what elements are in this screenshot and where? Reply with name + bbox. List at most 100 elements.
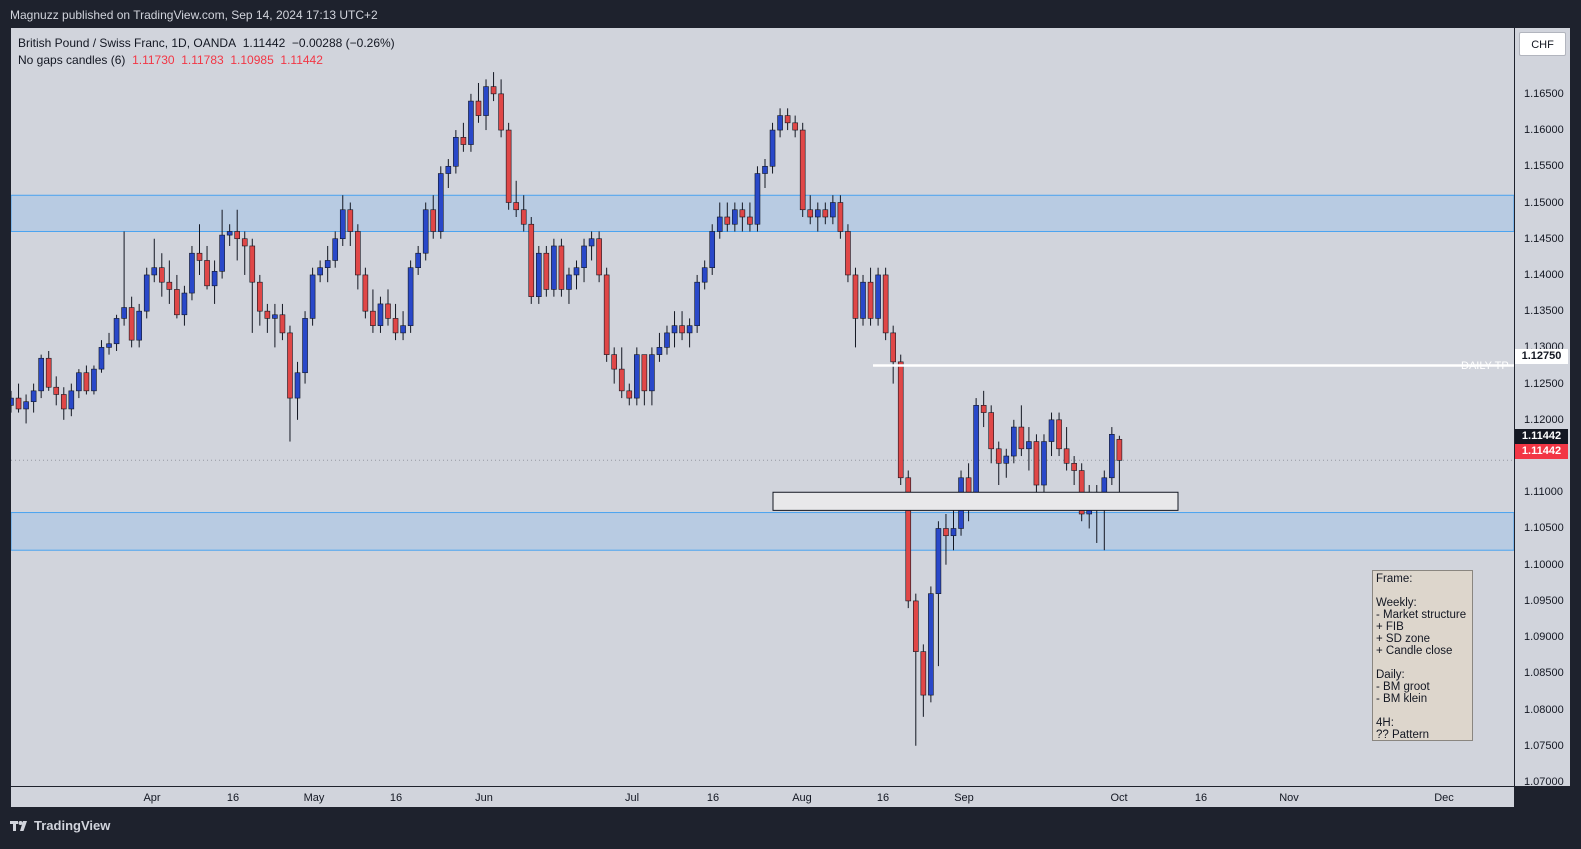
candle-body xyxy=(174,289,180,316)
candle-body xyxy=(1063,448,1070,464)
candle-body xyxy=(1071,462,1077,471)
candle-body xyxy=(762,165,768,174)
candle xyxy=(1048,412,1055,457)
candle-body xyxy=(437,173,444,232)
candle-body xyxy=(83,372,90,392)
candle-body xyxy=(814,209,821,218)
candle-body xyxy=(241,238,248,247)
candle xyxy=(822,202,829,225)
candle-body xyxy=(603,274,610,355)
candle-body xyxy=(475,100,482,116)
candle xyxy=(724,202,731,232)
candle xyxy=(437,166,444,239)
price-chart[interactable] xyxy=(11,28,1514,786)
candle-body xyxy=(686,325,693,334)
candle xyxy=(91,365,97,395)
indicator-legend[interactable]: No gaps candles (6) 1.11730 1.11783 1.10… xyxy=(18,52,395,69)
candle xyxy=(671,311,678,348)
candle xyxy=(1011,419,1017,464)
candle xyxy=(241,231,248,275)
candle-body xyxy=(453,137,459,167)
chart-plot-area[interactable] xyxy=(11,28,1514,786)
candle xyxy=(166,260,173,304)
price-tick-label: 1.15000 xyxy=(1524,196,1564,209)
candle-body xyxy=(807,209,814,218)
candle xyxy=(294,361,301,420)
candle-body xyxy=(302,318,308,374)
daily-tp-label: DAILY TP xyxy=(1461,360,1509,372)
axis-divider-horizontal xyxy=(11,786,1570,787)
candle xyxy=(204,245,210,290)
candle xyxy=(988,405,995,464)
candle-body xyxy=(543,252,550,290)
candle-body xyxy=(867,281,874,319)
candle-body xyxy=(739,209,746,218)
candle xyxy=(151,238,158,283)
candle xyxy=(377,296,384,333)
last-price-tag-secondary: 1.11442 xyxy=(1515,444,1568,459)
price-tick-label: 1.12000 xyxy=(1524,413,1564,426)
candle-body xyxy=(747,216,753,225)
candle xyxy=(422,202,429,261)
range-rectangle xyxy=(772,491,1179,511)
candle xyxy=(106,332,112,355)
candle-body xyxy=(60,394,67,410)
candle-body xyxy=(68,390,75,410)
candle-body xyxy=(181,292,188,316)
price-axis[interactable] xyxy=(1514,28,1570,786)
time-tick-label: 16 xyxy=(876,792,890,804)
axis-divider-vertical xyxy=(1514,28,1515,807)
currency-button[interactable]: CHF xyxy=(1519,32,1566,56)
candle-body xyxy=(1116,439,1123,461)
candle-body xyxy=(777,115,783,131)
candle-body xyxy=(988,412,995,450)
candle-body xyxy=(211,271,218,287)
candle-body xyxy=(30,390,37,403)
notes-box[interactable]: Frame: Weekly: - Market structure + FIB … xyxy=(1372,570,1473,741)
candle xyxy=(347,202,354,246)
candle-body xyxy=(573,267,580,276)
indicator-name: No gaps candles (6) xyxy=(18,53,126,67)
price-tick-label: 1.08500 xyxy=(1524,667,1564,680)
candle-body xyxy=(1011,426,1017,457)
candle xyxy=(339,195,346,246)
candle xyxy=(317,260,323,283)
candle xyxy=(287,325,293,442)
candle-body xyxy=(204,260,210,287)
candle xyxy=(1018,405,1025,457)
candle xyxy=(498,79,504,138)
candle-body xyxy=(973,405,979,500)
candle-body xyxy=(716,216,723,232)
candle-body xyxy=(189,252,195,294)
candle xyxy=(189,245,195,301)
candle xyxy=(370,289,376,333)
price-tick-label: 1.08000 xyxy=(1524,703,1564,716)
candle xyxy=(23,394,29,424)
time-tick-label: Nov xyxy=(1279,792,1299,804)
candle-body xyxy=(626,390,633,399)
indicator-ohlc: 1.11730 1.11783 1.10985 1.11442 xyxy=(132,53,323,67)
candle xyxy=(490,72,497,102)
candle xyxy=(45,351,52,391)
candle xyxy=(453,130,459,174)
candle-body xyxy=(928,593,934,696)
candle xyxy=(694,274,700,333)
candle xyxy=(845,224,851,283)
candle-body xyxy=(641,354,648,392)
candle-body xyxy=(490,86,497,95)
candle xyxy=(618,347,625,399)
time-tick-label: 16 xyxy=(1194,792,1208,804)
candle-body xyxy=(513,202,519,211)
candle xyxy=(581,238,587,283)
candle-body xyxy=(709,231,716,269)
publish-bar: Magnuzz published on TradingView.com, Se… xyxy=(0,0,1581,28)
candle-body xyxy=(294,372,301,399)
price-tick-label: 1.15500 xyxy=(1524,160,1564,173)
time-axis[interactable] xyxy=(11,786,1514,807)
candle xyxy=(309,267,316,326)
candle-body xyxy=(166,281,173,290)
candle-body xyxy=(339,209,346,240)
candle xyxy=(905,470,912,609)
candle-body xyxy=(581,245,587,269)
candle-body xyxy=(445,165,452,174)
